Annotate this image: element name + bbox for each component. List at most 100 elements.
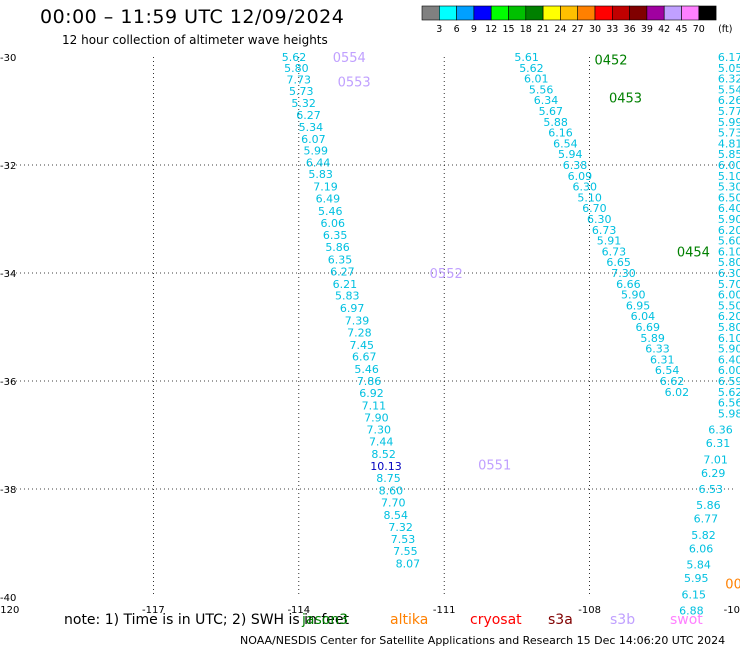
swh-value: 5.73 [289,85,314,98]
satellite-jason3: jason3 [302,612,349,628]
y-tick-label: -32 [0,161,16,172]
legend-label: 39 [641,24,653,35]
swh-value: 5.80 [284,62,309,75]
swh-value: 7.53 [391,533,416,546]
legend-label: 70 [693,24,705,35]
legend-label: 24 [554,24,566,35]
swh-value: 6.02 [665,386,690,399]
swh-value: 6.07 [301,133,326,146]
swh-value: 6.88 [679,605,704,618]
pass-time-label: 0031 [725,578,740,593]
swh-value: 5.98 [718,407,740,420]
swh-value: 4.81 [718,137,740,150]
swh-value: 6.67 [352,351,377,364]
track-jason3: 5.615.626.015.566.345.675.886.166.545.94… [514,51,689,399]
swh-value: 6.20 [718,224,740,237]
legend-label: 33 [606,24,618,35]
swh-value: 8.52 [371,448,396,461]
swh-value: 6.34 [534,94,559,107]
swh-value: 5.82 [691,529,716,542]
legend-label: 30 [589,24,601,35]
x-tick-label: -108 [578,605,601,616]
swh-value: 6.97 [340,302,365,315]
pass-time-label: 0551 [478,459,511,474]
swh-value: 5.73 [718,127,740,140]
swh-value: 5.86 [696,499,721,512]
swh-value: 5.10 [718,170,740,183]
pass-time-label: 0454 [677,245,710,260]
pass-time-label: 0552 [430,267,463,282]
swh-value: 5.05 [718,62,740,75]
swh-value: 6.50 [718,191,740,204]
swh-value: 6.06 [320,217,345,230]
swh-value: 5.91 [597,235,622,248]
swh-value: 6.38 [563,159,588,172]
pass-time-label: 0553 [338,75,371,90]
footer-note: note: 1) Time is in UTC; 2) SWH is in fe… [64,612,350,628]
swh-value: 5.84 [686,559,711,572]
swh-value: 6.20 [718,310,740,323]
swh-value: 6.36 [708,424,733,437]
swh-value: 6.00 [718,159,740,172]
swh-value: 7.30 [611,267,636,280]
y-tick-label: -40 [0,593,16,604]
legend-label: 9 [471,24,477,35]
y-tick-label: -34 [0,269,16,280]
swh-value: 6.40 [718,202,740,215]
swh-value: 7.01 [703,453,728,466]
legend-units: (ft) [718,24,732,35]
swh-value: 5.83 [308,168,333,181]
swh-value: 8.60 [379,485,404,498]
swh-value: 7.90 [364,412,389,425]
swh-value: 5.61 [514,51,539,64]
swh-value: 5.99 [304,144,329,157]
swh-value: 5.90 [621,289,646,302]
swh-value: 6.30 [718,267,740,280]
wave-height-color-legend: 3 6 9 12 15 18 21 24 27 30 33 36 39 42 45 70 (ft) [421,5,732,35]
swh-value: 6.09 [568,170,593,183]
swh-value: 5.99 [718,116,740,129]
satellite-cryosat: cryosat [470,612,522,628]
legend-label: 15 [502,24,514,35]
swh-value: 6.01 [524,73,549,86]
swh-value: 6.73 [592,224,617,237]
swh-value: 7.19 [313,181,338,194]
swh-value: 8.54 [383,509,408,522]
y-tick-label: -30 [0,53,16,64]
legend-label: 45 [675,24,687,35]
swh-value: 6.33 [645,343,670,356]
swh-value: 6.04 [631,310,656,323]
page-title: 00:00 – 11:59 UTC 12/09/2024 [40,6,345,28]
legend-label: 6 [454,24,460,35]
x-tick-label: -105 [724,605,740,616]
swh-value: 5.62 [282,51,307,64]
swh-value: 5.89 [640,332,665,345]
swh-value: 6.35 [323,229,348,242]
swh-value: 6.00 [718,289,740,302]
swh-value: 5.77 [718,105,740,118]
swh-value: 6.92 [359,387,384,400]
legend-label: 3 [436,24,442,35]
swh-value: 6.44 [306,156,331,169]
legend-label: 42 [658,24,670,35]
swh-value: 5.95 [684,572,709,585]
satellite-altika: altika [390,612,429,628]
pass-time-label: 0554 [333,51,366,66]
satellite-swot: swot [670,612,703,628]
credit-line: NOAA/NESDIS Center for Satellite Applica… [240,634,726,647]
swh-value: 6.30 [573,181,598,194]
swh-value: 5.50 [718,299,740,312]
swh-value: 5.34 [299,121,324,134]
track-s3b: 5.625.807.735.735.326.275.346.075.996.44… [282,51,420,571]
swh-value: 5.46 [318,205,343,218]
swh-value: 7.28 [347,326,372,339]
pass-time-label: 0453 [609,92,642,107]
swh-value: 5.94 [558,148,583,161]
swh-value: 6.70 [582,202,607,215]
swh-value: 10.13 [370,460,402,473]
swh-value: 5.80 [718,321,740,334]
swh-value: 6.17 [718,51,740,64]
swh-value: 8.75 [376,472,401,485]
swh-value: 7.45 [350,339,375,352]
swh-value: 6.65 [606,256,631,269]
